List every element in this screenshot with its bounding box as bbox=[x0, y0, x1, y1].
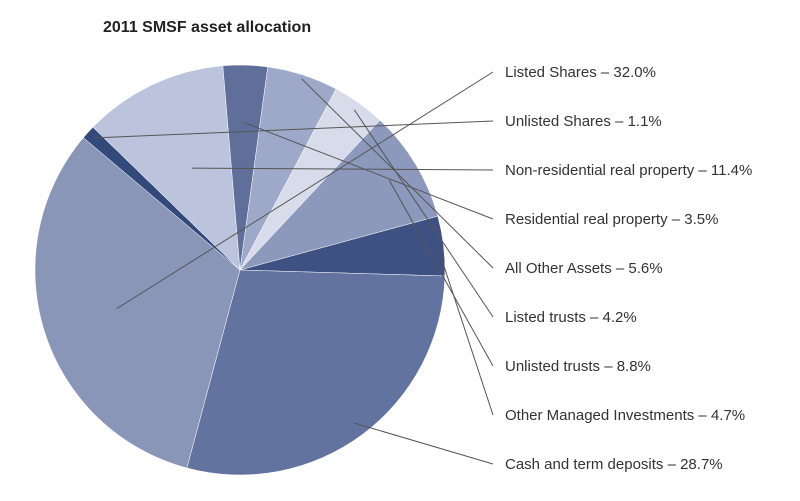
slice-label: Unlisted Shares – 1.1% bbox=[505, 113, 662, 130]
leader-line bbox=[243, 122, 494, 220]
slice-label: Listed trusts – 4.2% bbox=[505, 309, 637, 326]
slice-label: All Other Assets – 5.6% bbox=[505, 260, 663, 277]
slice-label: Residential real property – 3.5% bbox=[505, 211, 718, 228]
pie-slice bbox=[34, 137, 241, 469]
leader-line bbox=[191, 167, 494, 171]
slice-label: Cash and term deposits – 28.7% bbox=[505, 456, 723, 473]
leader-line bbox=[388, 179, 494, 367]
slice-label: Unlisted trusts – 8.8% bbox=[505, 358, 651, 375]
leader-line bbox=[116, 71, 494, 310]
slice-label: Non-residential real property – 11.4% bbox=[505, 162, 752, 179]
leader-line bbox=[94, 120, 494, 139]
chart-title: 2011 SMSF asset allocation bbox=[103, 19, 311, 36]
pie-slices bbox=[34, 64, 446, 476]
slice-label: Listed Shares – 32.0% bbox=[505, 64, 656, 81]
slice-label: Other Managed Investments – 4.7% bbox=[505, 407, 745, 424]
leader-lines bbox=[94, 71, 494, 465]
pie-slice bbox=[186, 269, 446, 476]
pie-slice bbox=[92, 65, 241, 271]
leader-line bbox=[353, 109, 494, 318]
leader-line bbox=[353, 422, 494, 465]
leader-line bbox=[437, 246, 494, 416]
slice-labels: Listed Shares – 32.0% Unlisted Shares – 1… bbox=[505, 64, 752, 473]
